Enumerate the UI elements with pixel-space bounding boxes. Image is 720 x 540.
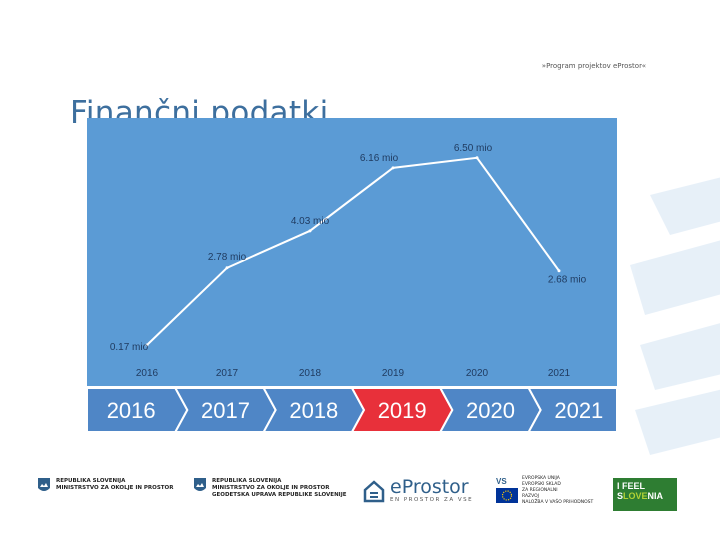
data-point-2017: [225, 266, 229, 270]
ministry-logo-1: REPUBLIKA SLOVENIJA MINISTRSTVO ZA OKOLJ…: [38, 478, 173, 494]
ministry-2-line-3: GEODETSKA UPRAVA REPUBLIKE SLOVENIJE: [212, 492, 347, 498]
ministry-logo-2: REPUBLIKA SLOVENIJA MINISTRSTVO ZA OKOLJ…: [194, 478, 347, 499]
ministry-2-line-1: REPUBLIKA SLOVENIJA: [212, 478, 282, 484]
ministry-2-line-2: MINISTRSTVO ZA OKOLJE IN PROSTOR: [212, 485, 330, 491]
ifeel-line-2: SLOVENIA: [617, 491, 664, 501]
eprostor-name: eProstor: [390, 476, 469, 498]
eu-text-line-2: EVROPSKI SKLAD: [522, 482, 561, 487]
x-tick-2017: 2017: [216, 368, 239, 379]
eprostor-logo: eProstor EN PROSTOR ZA VSE: [363, 478, 473, 503]
x-tick-2018: 2018: [299, 368, 322, 379]
timeline-year-2020: 2020: [466, 398, 515, 423]
series-line: [146, 156, 560, 346]
tagline: »Program projektov eProstor«: [541, 62, 646, 70]
data-label-2019: 6.16 mio: [360, 153, 399, 164]
svg-text:VS: VS: [496, 477, 507, 486]
x-tick-2016: 2016: [136, 368, 159, 379]
eu-text-line-3: ZA REGIONALNI: [522, 488, 558, 493]
data-point-2021: [557, 269, 561, 273]
slovenia-coat-of-arms-icon: [38, 478, 50, 491]
eu-flag-icon: VS: [496, 477, 518, 503]
data-point-2019: [391, 166, 395, 170]
timeline-year-2019: 2019: [378, 398, 427, 423]
timeline-chevron-2017: [174, 388, 277, 432]
year-timeline: 2016 2017 2018 2019 2020 2021: [87, 388, 617, 432]
x-tick-2021: 2021: [548, 368, 571, 379]
data-label-2017: 2.78 mio: [208, 252, 247, 263]
timeline-year-2017: 2017: [201, 398, 250, 423]
ministry-1-line-2: MINISTRSTVO ZA OKOLJE IN PROSTOR: [56, 485, 174, 491]
line-chart: 0.17 mio 2016 2.78 mio 2017 4.03 mio 2018 6.16…: [87, 118, 617, 386]
timeline-chevron-2018: [262, 388, 366, 432]
eprostor-subtitle: EN PROSTOR ZA VSE: [390, 497, 474, 503]
ministry-1-line-1: REPUBLIKA SLOVENIJA: [56, 478, 126, 484]
eu-text-line-1: EVROPSKA UNIJA: [522, 476, 560, 481]
timeline-chevron-2019: [350, 388, 454, 432]
timeline-year-2021: 2021: [554, 398, 603, 423]
eu-text-line-5: NALOŽBA V VAŠO PRIHODNOST: [522, 500, 594, 505]
timeline-chevron-2021: [527, 388, 617, 432]
eprostor-house-icon: [363, 479, 385, 502]
timeline-year-2018: 2018: [289, 398, 338, 423]
eu-text-line-4: RAZVOJ: [522, 494, 539, 499]
data-point-2016: [145, 343, 149, 347]
i-feel-slovenia-watermark: [630, 177, 720, 455]
timeline-chevron-2020: [439, 388, 542, 432]
x-tick-2019: 2019: [382, 368, 405, 379]
data-point-2020: [475, 156, 479, 160]
x-tick-2020: 2020: [466, 368, 489, 379]
data-label-2020: 6.50 mio: [454, 143, 493, 154]
eu-fund-logo: VS EVROPSKA UNIJA EVROPSKI SKLAD ZA REGI…: [496, 476, 593, 506]
ifeel-line-1: I FEEL: [617, 481, 646, 491]
i-feel-slovenia-logo: I FEEL SLOVENIA: [613, 478, 677, 511]
line-chart-svg: 0.17 mio 2016 2.78 mio 2017 4.03 mio 2018 6.16…: [110, 143, 587, 379]
data-point-2018: [308, 229, 312, 233]
data-label-2018: 4.03 mio: [291, 216, 330, 227]
data-label-2016: 0.17 mio: [110, 342, 149, 353]
data-label-2021: 2.68 mio: [548, 275, 587, 286]
slovenia-coat-of-arms-icon: [194, 478, 206, 491]
timeline-year-2016: 2016: [107, 398, 156, 423]
